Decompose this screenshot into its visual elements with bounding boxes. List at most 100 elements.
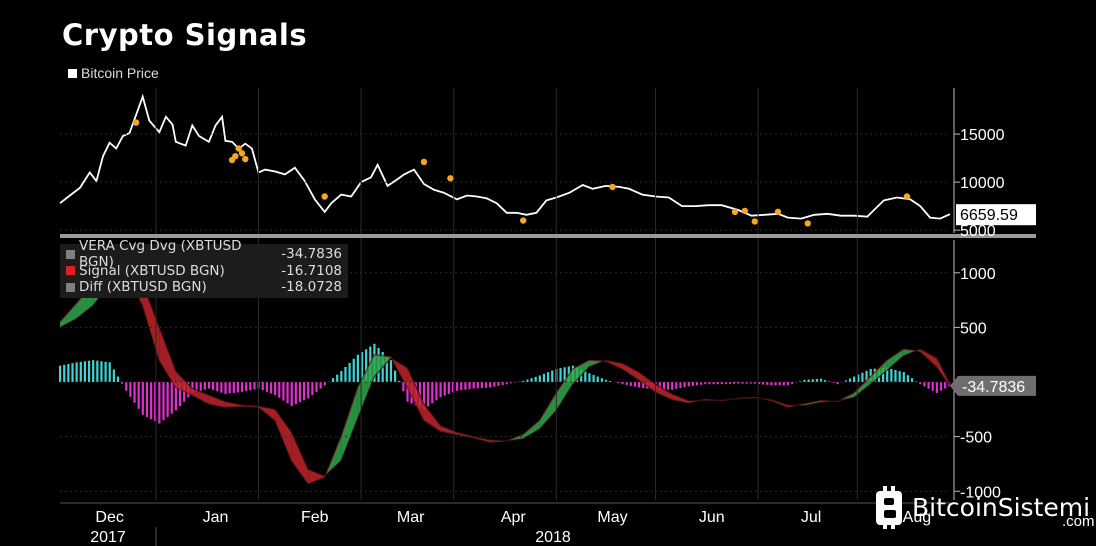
- diff-bar: [625, 382, 628, 386]
- legend-name-signal: Signal (XBTUSD BGN): [79, 262, 225, 279]
- legend-swatch-diff: [66, 282, 75, 292]
- diff-bar: [356, 354, 359, 383]
- diff-bar: [336, 374, 339, 383]
- signal-marker: [609, 183, 616, 191]
- diff-bar: [679, 382, 682, 389]
- signal-marker: [774, 208, 782, 216]
- diff-bar: [170, 382, 173, 414]
- diff-bar: [584, 371, 587, 383]
- cvg-fill: [870, 360, 888, 385]
- diff-bar: [278, 382, 281, 398]
- x-tick-label: May: [597, 509, 627, 526]
- diff-bar: [890, 368, 893, 383]
- diff-bar: [633, 382, 637, 387]
- price-legend: Bitcoin Price: [68, 65, 159, 81]
- watermark-suffix: .com: [1062, 513, 1095, 530]
- diff-bar: [331, 378, 335, 383]
- watermark-brand: BitcoinSistemi: [912, 492, 1091, 522]
- diff-bar: [398, 380, 401, 383]
- diff-bar: [501, 382, 504, 386]
- diff-bar: [393, 370, 397, 383]
- diff-bar: [637, 382, 641, 388]
- diff-bar: [274, 382, 277, 396]
- diff-bar: [869, 368, 872, 383]
- diff-bar: [894, 370, 897, 383]
- cvg-fill: [341, 387, 358, 461]
- diff-bar: [360, 351, 364, 383]
- x-tick-label: Jan: [203, 509, 229, 526]
- diff-bar: [63, 364, 66, 383]
- diff-bar: [865, 370, 868, 383]
- legend-value-diff: -18.0728: [281, 279, 342, 296]
- diff-bar: [671, 382, 674, 390]
- diff-bar: [815, 379, 819, 383]
- cvg-fill: [638, 372, 656, 392]
- diff-bar: [695, 382, 699, 386]
- signal-marker: [242, 155, 249, 163]
- ind-last-value: -34.7836: [962, 379, 1025, 396]
- diff-bar: [282, 382, 285, 401]
- diff-bar: [906, 375, 910, 383]
- diff-bar: [836, 382, 839, 385]
- diff-bar: [174, 382, 177, 411]
- cvg-fill: [523, 420, 540, 439]
- diff-bar: [245, 382, 248, 392]
- diff-bar: [79, 361, 82, 383]
- diff-bar: [137, 382, 140, 409]
- diff-bar: [720, 382, 723, 385]
- diff-bar: [323, 382, 326, 386]
- diff-bar: [480, 382, 484, 389]
- signal-marker: [238, 150, 246, 157]
- signal-marker: [321, 193, 328, 200]
- diff-bar: [253, 382, 256, 390]
- cvg-fill: [622, 363, 639, 380]
- diff-bar: [207, 382, 211, 389]
- price-last-value-box: [956, 204, 1036, 226]
- diff-bar: [406, 382, 409, 402]
- cvg-fill: [60, 303, 77, 328]
- diff-bar: [505, 382, 508, 385]
- diff-bar: [59, 365, 62, 383]
- diff-bar: [116, 376, 120, 383]
- diff-bar: [158, 382, 161, 424]
- x-tick-label: Dec: [95, 509, 123, 526]
- diff-bar: [662, 382, 666, 390]
- diff-bar: [832, 382, 835, 383]
- diff-bar: [307, 382, 310, 399]
- diff-bar: [133, 382, 136, 403]
- diff-bar: [145, 382, 149, 417]
- diff-bar: [666, 382, 670, 390]
- legend-swatch-signal: [66, 266, 75, 276]
- cvg-fill: [407, 367, 424, 421]
- diff-bar: [447, 382, 450, 395]
- cvg-fill: [556, 368, 573, 411]
- diff-bar: [923, 382, 926, 387]
- diff-bar: [92, 360, 95, 383]
- diff-bar: [484, 382, 488, 388]
- diff-bar: [819, 378, 823, 383]
- legend-swatch-vera: [66, 249, 75, 259]
- cvg-fill: [440, 425, 458, 435]
- diff-bar: [286, 382, 289, 404]
- diff-bar: [753, 382, 756, 384]
- diff-bar: [600, 378, 603, 383]
- diff-bar: [232, 382, 235, 393]
- indicator-legend: VERA Cvg Dvg (XBTUSD BGN) -34.7836 Signa…: [60, 238, 348, 298]
- x-tick-label: Aug: [903, 509, 931, 526]
- diff-bar: [464, 382, 467, 390]
- diff-bar: [497, 382, 500, 386]
- diff-bar: [898, 371, 901, 383]
- legend-row-diff: Diff (XBTUSD BGN) -18.0728: [60, 279, 348, 296]
- signal-marker: [741, 207, 749, 215]
- diff-bar: [493, 382, 496, 387]
- diff-bar: [844, 380, 847, 383]
- diff-bar: [340, 371, 343, 383]
- diff-bar: [348, 362, 351, 383]
- diff-bar: [828, 381, 831, 383]
- diff-bar: [154, 382, 157, 422]
- diff-bar: [542, 373, 546, 383]
- diff-bar: [853, 376, 856, 383]
- diff-bar: [559, 368, 562, 383]
- diff-bar: [75, 362, 78, 383]
